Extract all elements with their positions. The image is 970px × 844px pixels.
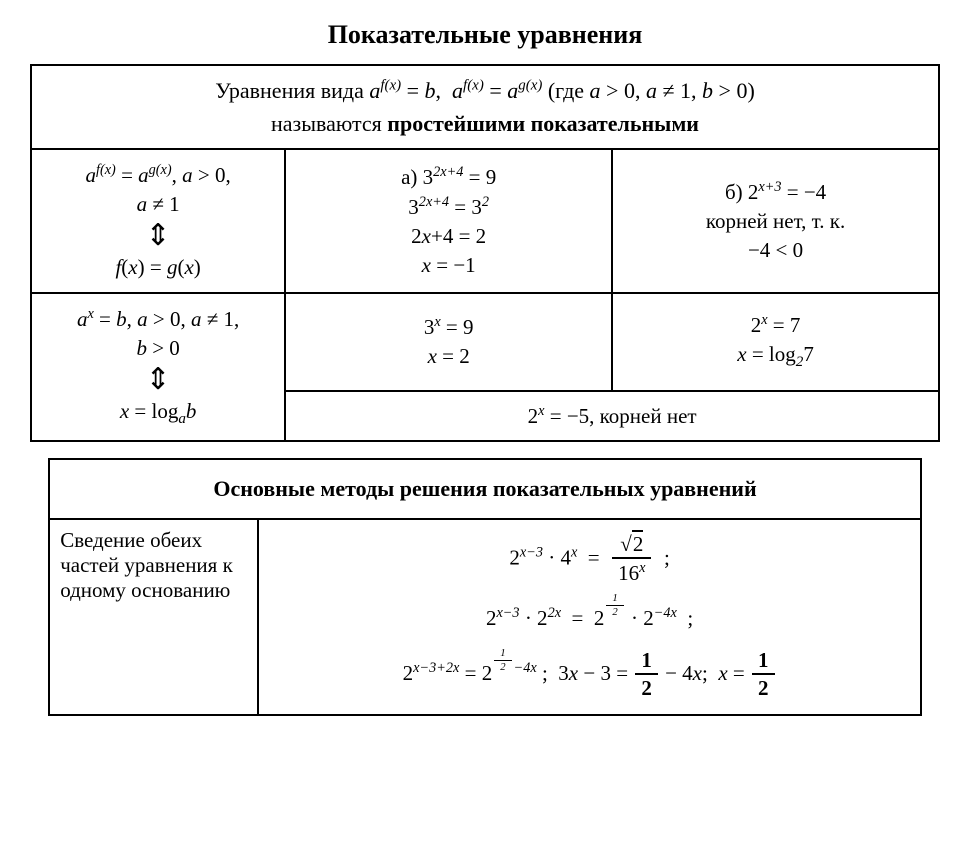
example-2x-neg5: 2x = −5, корней нет [285, 391, 939, 441]
rule-fx-gx: af(x) = ag(x), a > 0,a ≠ 1⇕f(x) = g(x) [31, 149, 285, 293]
intro-cell: Уравнения вида af(x) = b, af(x) = ag(x) … [31, 65, 939, 149]
example-b: б) 2x+3 = −4корней нет, т. к.−4 < 0 [612, 149, 939, 293]
page-title: Показательные уравнения [30, 20, 940, 50]
example-a: а) 32x+4 = 932x+4 = 322x+4 = 2x = −1 [285, 149, 612, 293]
example-3x9: 3x = 9x = 2 [285, 293, 612, 391]
table-definitions: Уравнения вида af(x) = b, af(x) = ag(x) … [30, 64, 940, 442]
methods-heading: Основные методы решения показательных ур… [60, 476, 910, 502]
table-methods: Основные методы решения показательных ур… [48, 458, 922, 716]
table-row: Уравнения вида af(x) = b, af(x) = ag(x) … [31, 65, 939, 149]
method-example: 2x−3 · 4x = √216x ; 2x−3 · 22x = 212 · 2… [258, 519, 920, 715]
method-name: Сведение обеих частей уравнения к одному… [49, 519, 258, 715]
methods-heading-cell: Основные методы решения показательных ур… [49, 459, 921, 519]
math-line-2: 2x−3 · 22x = 212 · 2−4x ; [269, 592, 909, 643]
table-row: ax = b, a > 0, a ≠ 1,b > 0⇕x = logab 3x … [31, 293, 939, 391]
table-row: Основные методы решения показательных ур… [49, 459, 921, 519]
table-row: af(x) = ag(x), a > 0,a ≠ 1⇕f(x) = g(x) а… [31, 149, 939, 293]
math-line-3: 2x−3+2x = 212−4x ; 3x − 3 = 12 − 4x; x =… [269, 647, 909, 702]
example-2x7: 2x = 7x = log27 [612, 293, 939, 391]
math-line-1: 2x−3 · 4x = √216x ; [269, 532, 909, 587]
table-row: Сведение обеих частей уравнения к одному… [49, 519, 921, 715]
rule-ax-b: ax = b, a > 0, a ≠ 1,b > 0⇕x = logab [31, 293, 285, 441]
